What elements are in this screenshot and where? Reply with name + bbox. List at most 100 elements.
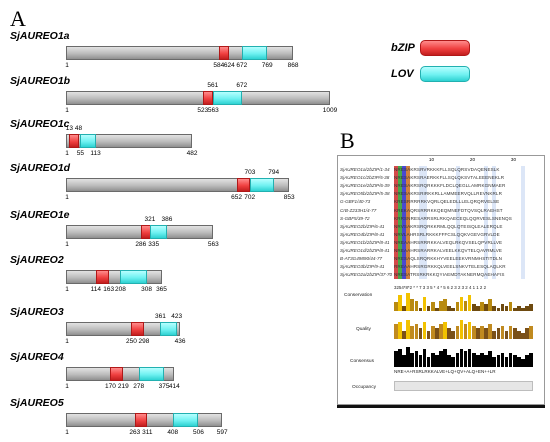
sequence-label: SjAUREO1e/2bZIP/6-39	[340, 183, 390, 189]
consensus-bar	[455, 353, 460, 368]
bzip-domain	[131, 322, 144, 336]
quality-bar	[410, 326, 415, 340]
residue-column-shade	[484, 166, 489, 280]
position-label-below: 1	[65, 194, 69, 201]
residue-column-highlight	[402, 166, 407, 280]
conservation-bar	[480, 302, 484, 312]
sequence-residues: NRESATRSRKRKKQYIAEMDTAKNERMQAEHAFIS	[394, 272, 505, 278]
position-label-below: 365	[156, 286, 167, 293]
sequence-label: G-GBF1/40-73	[340, 199, 371, 205]
conservation-bar	[508, 302, 513, 312]
protein-name: SjAUREO5	[10, 397, 64, 409]
consensus-bar	[500, 353, 505, 368]
sequence-residues: KREKAQRSRRRKKQEQMNEFDTQVSQLRAEHST	[394, 207, 503, 213]
consensus-bar	[529, 353, 533, 368]
quality-bar	[471, 326, 476, 340]
protein-name: SjAUREO1d	[10, 162, 71, 174]
lov-domain	[241, 46, 268, 60]
panel-b-label: B	[340, 128, 355, 153]
position-label-below: 208	[114, 286, 126, 293]
sequence-label: B-AT3G49890/44-77	[340, 256, 383, 262]
alignment-ruler-label: 10	[428, 157, 435, 162]
position-label-below: 286	[135, 241, 147, 248]
position-label-below: 414	[168, 383, 180, 390]
conservation-label: Conservation	[344, 293, 373, 299]
quality-bar	[439, 324, 443, 340]
residue-column-highlight	[398, 166, 403, 280]
conservation-bar	[435, 307, 439, 312]
quality-bar	[463, 324, 468, 340]
quality-bar	[426, 330, 431, 340]
quality-bar	[521, 332, 525, 340]
conservation-bar	[410, 298, 415, 312]
conservation-bar	[394, 302, 398, 312]
quality-bar	[459, 319, 464, 340]
conservation-bar	[496, 307, 501, 312]
position-label-below: 672	[236, 62, 248, 69]
position-label-above: 386	[161, 216, 173, 223]
position-label-below: 278	[133, 383, 145, 390]
sequence-residues: RREAAHRSRGRKKQLVEELSNKVTELESQLAQLKR	[394, 264, 506, 270]
alignment-bottom-border	[337, 405, 545, 408]
residue-column-shade	[422, 166, 427, 280]
consensus-bar	[480, 353, 484, 368]
conservation-bar	[471, 304, 476, 312]
position-label-below: 1	[65, 107, 69, 114]
conservation-bar	[443, 298, 447, 312]
conservation-bar	[476, 306, 480, 312]
quality-bar	[476, 328, 480, 340]
conservation-bar	[512, 307, 517, 312]
position-label-below: 308	[141, 286, 153, 293]
lov-domain	[80, 134, 96, 148]
panel-a-label: A	[10, 6, 26, 31]
lov-legend-swatch	[420, 66, 470, 82]
sequence-residues: KRRSNRESARRSRLRKQAECEQLQQRVESLSNENQS	[394, 215, 512, 221]
conservation-bar	[447, 306, 451, 312]
sequence-residues: NRESAKRSRAERKKFLLSQLQKSVTALEEENEKLR	[394, 175, 505, 181]
position-label-above: 361	[155, 313, 166, 320]
alignment-ruler-label: 20	[469, 157, 476, 162]
conservation-bar	[455, 302, 460, 312]
sequence-residues: NRVLAHRSRLRKKKFFFCSLQQKVGEVGRVLDE	[394, 231, 500, 237]
quality-bar	[467, 321, 472, 340]
conservation-bar	[500, 304, 505, 312]
position-label-below: 263	[129, 429, 141, 436]
quality-bar	[443, 321, 447, 340]
consensus-bar	[517, 357, 521, 368]
protein-bar	[66, 225, 214, 239]
position-label-below: 113	[90, 150, 101, 157]
bzip-domain	[69, 134, 79, 148]
bzip-domain	[202, 91, 214, 105]
conservation-bar	[418, 307, 423, 312]
position-label-below: 408	[167, 429, 179, 436]
consensus-bar	[476, 355, 480, 368]
conservation-bar	[525, 306, 529, 312]
residue-column-shade	[521, 166, 526, 280]
lov-domain	[212, 91, 242, 105]
position-label-above: 48	[74, 125, 83, 132]
position-label-below: 1	[65, 383, 69, 390]
consensus-bar	[488, 351, 492, 368]
sequence-label: SjAUREO3b/ZIP/9-41	[340, 264, 385, 270]
protein-bar	[66, 178, 290, 192]
conservation-scores: 3254*8*2 * * 7 3 3 5 * 4 * 5 6 2 3 2 3 2…	[394, 285, 487, 291]
conservation-bar	[504, 306, 509, 312]
sequence-label: SjAUREO4b/ZIP/8-41	[340, 231, 385, 237]
consensus-bar	[398, 349, 402, 368]
lov-domain	[138, 367, 165, 381]
occupancy-bar	[394, 381, 534, 392]
consensus-bar	[418, 355, 423, 368]
bzip-domain	[110, 367, 124, 381]
position-label-below: 506	[192, 429, 204, 436]
position-label-below: 868	[287, 62, 299, 69]
quality-label: Quality	[356, 327, 371, 333]
consensus-bar	[467, 349, 472, 368]
conservation-bar	[422, 297, 427, 312]
consensus-bar	[426, 357, 431, 368]
sequence-residues: NRESAQLSRQRKKHYVEELEEKVRNMHSTITDLN	[394, 256, 503, 262]
quality-bar	[484, 328, 488, 340]
residue-column-shade	[455, 166, 460, 280]
position-label-below: 1	[65, 62, 69, 69]
conservation-bar	[430, 302, 435, 312]
sequence-residues: NRESAKRSRVRKKKFLLSQLQRSVDAQENESLK	[394, 167, 500, 172]
